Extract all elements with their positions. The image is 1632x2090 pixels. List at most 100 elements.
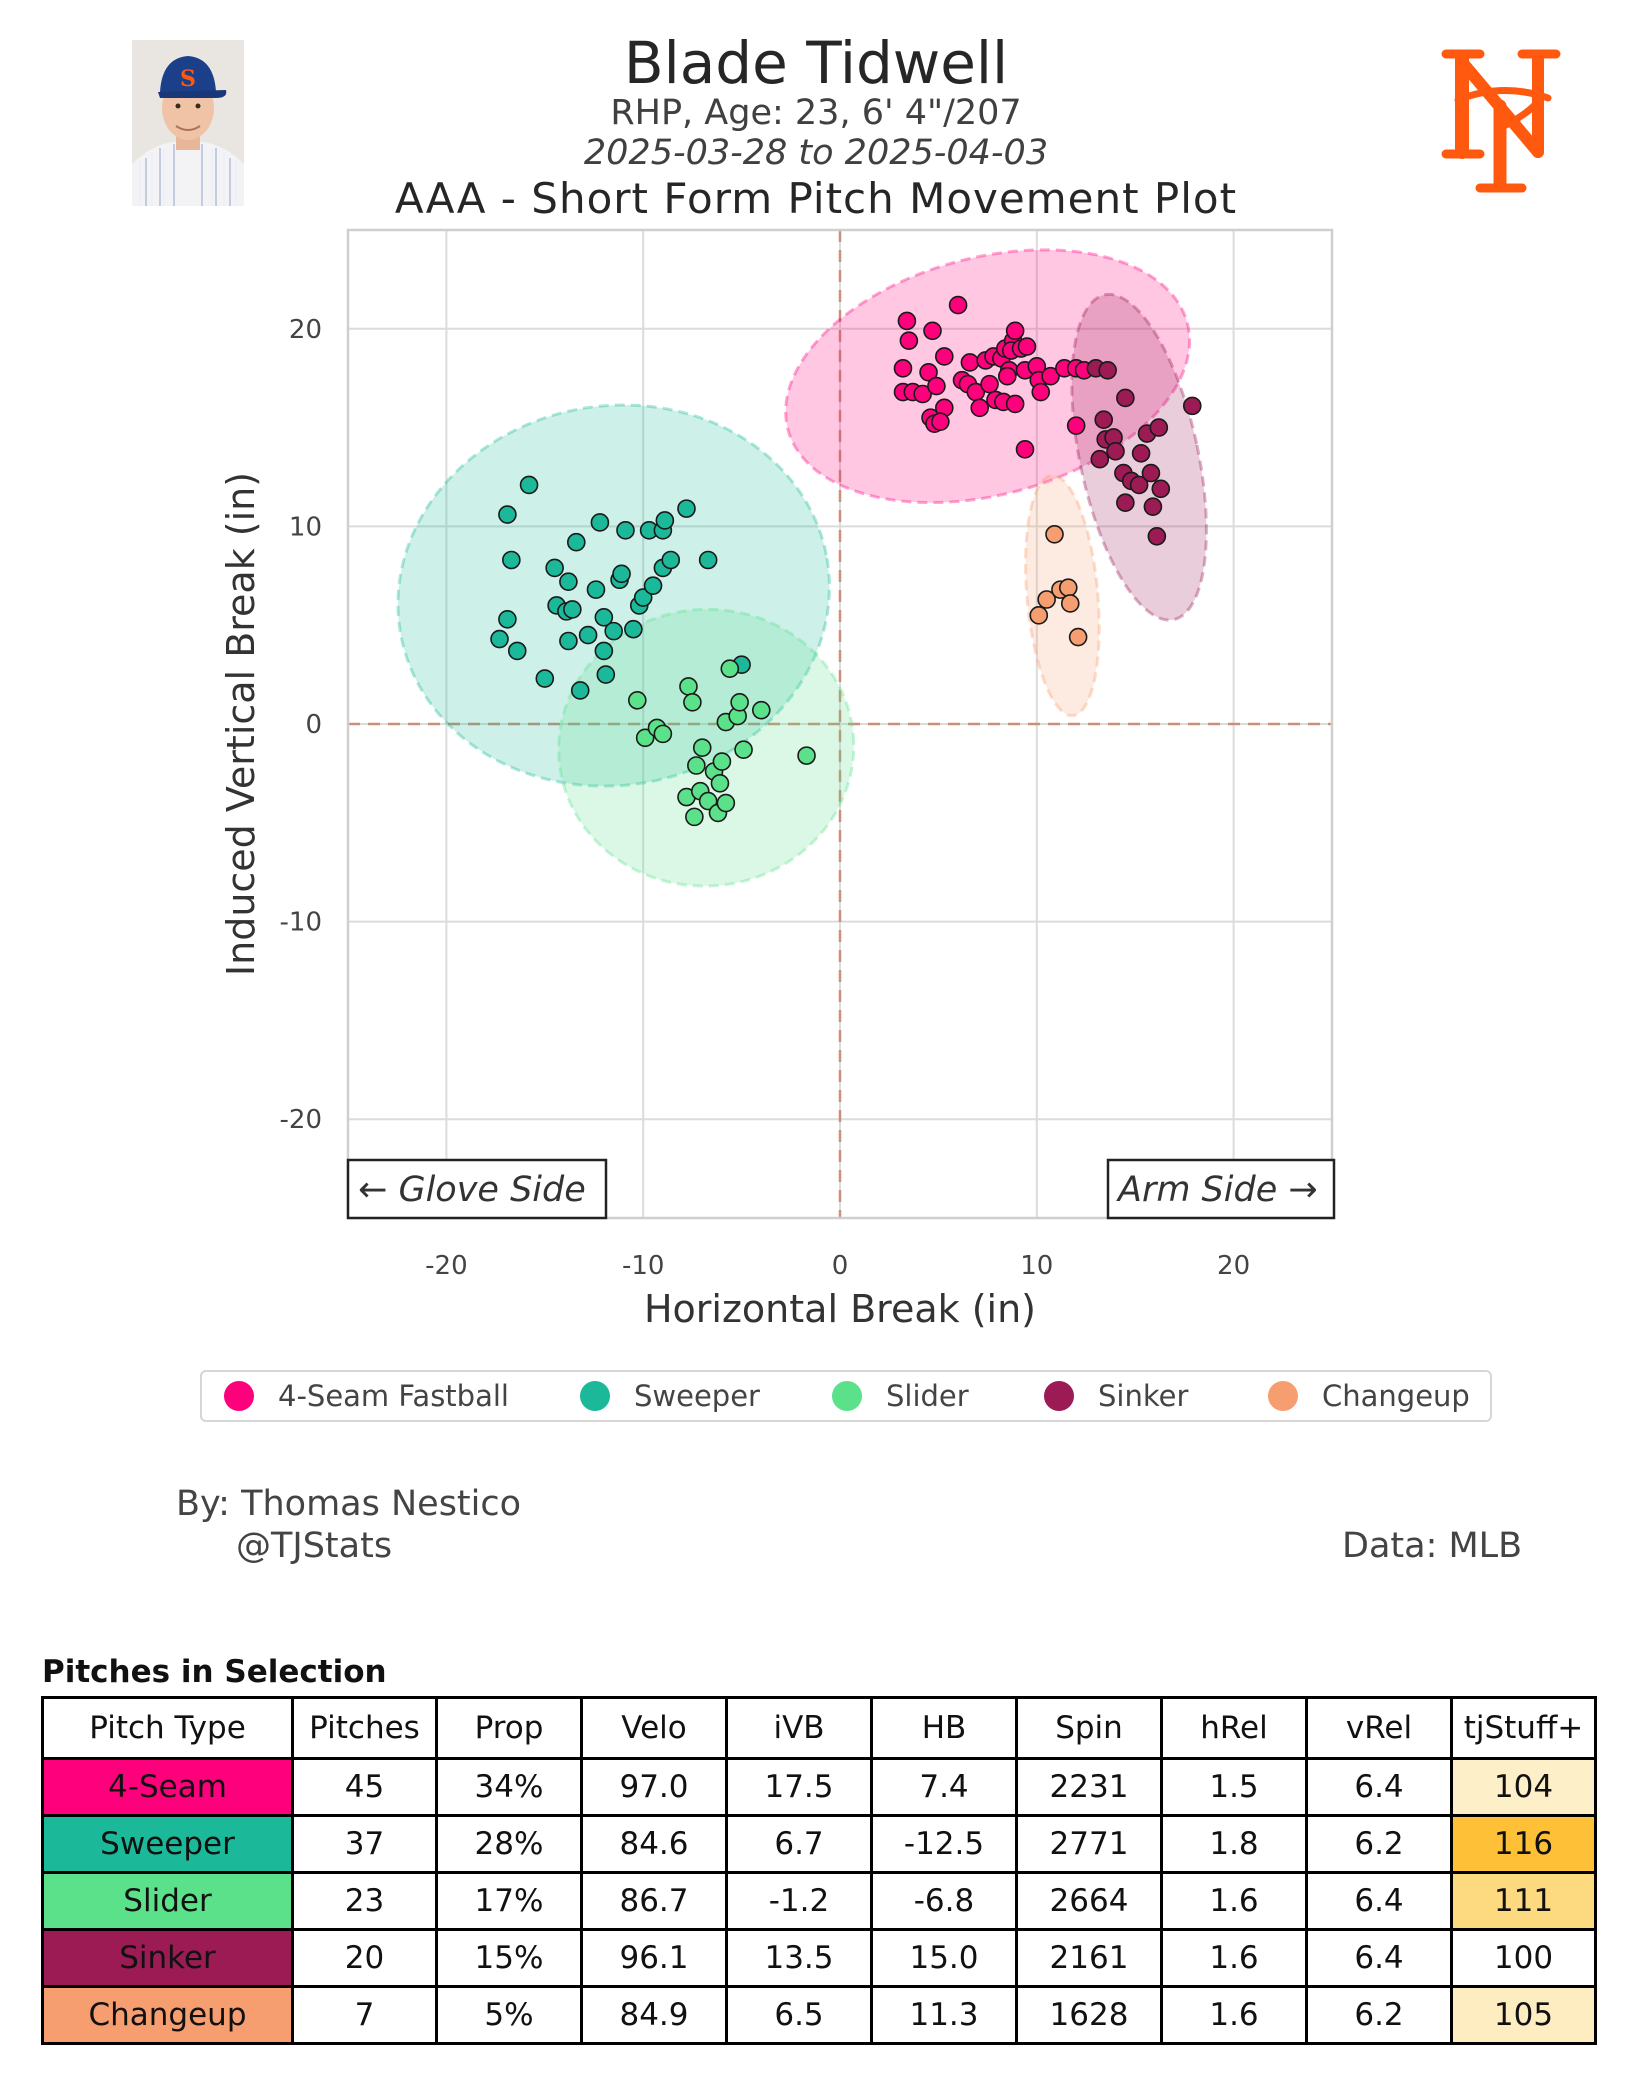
data-point [931, 412, 950, 431]
table-row: 4-Seam 45 34% 97.0 17.5 7.4 2231 1.5 6.4 104 [41, 1757, 1597, 1817]
data-point [1149, 418, 1169, 437]
prop-cell: 5% [435, 1985, 583, 2045]
data-point [643, 576, 663, 595]
header-ivb: iVB [725, 1696, 873, 1760]
ivb-cell: 6.7 [725, 1814, 873, 1874]
data-point [1090, 449, 1110, 469]
data-point [1151, 479, 1171, 499]
data-point [635, 728, 655, 748]
tjstuff-cell: 111 [1450, 1871, 1597, 1931]
data-point [692, 738, 712, 758]
data-point [578, 625, 598, 645]
data-point [679, 677, 698, 696]
data-point [1017, 337, 1037, 356]
data-point [1147, 526, 1167, 546]
glove-side-label: ← Glove Side [358, 1170, 586, 1210]
pitch-type-cell: 4-Seam [41, 1757, 294, 1817]
x-tick-label: -20 [425, 1251, 467, 1281]
data-point [616, 521, 635, 540]
legend-item: Slider [832, 1372, 969, 1420]
ivb-cell: 17.5 [725, 1757, 873, 1817]
mets-ny-logo-icon [1440, 40, 1564, 202]
data-point [897, 311, 917, 331]
legend-label: Sinker [1098, 1379, 1189, 1413]
pitch-type-cell: Sweeper [41, 1814, 294, 1874]
player-name: Blade Tidwell [623, 29, 1009, 97]
prop-cell: 34% [435, 1757, 583, 1817]
data-point [507, 641, 527, 661]
x-tick-label: -10 [622, 1251, 664, 1281]
data-point [1131, 443, 1151, 463]
chart-points [490, 295, 1202, 827]
data-point [712, 752, 732, 771]
data-point [624, 619, 643, 639]
data-point [1094, 410, 1114, 429]
data-point [1129, 475, 1149, 495]
data-point [683, 692, 702, 712]
legend-marker [1044, 1381, 1074, 1411]
plot-frame [346, 228, 1334, 1220]
plot-title: AAA - Short Form Pitch Movement Plot [394, 174, 1238, 223]
data-point [980, 374, 999, 394]
credit-handle: @TJStats [236, 1526, 393, 1566]
table-row: Sweeper 37 28% 84.6 6.7 -12.5 2771 1.8 6.2 116 [41, 1814, 1597, 1874]
data-point [661, 550, 681, 570]
velo-cell: 96.1 [580, 1928, 728, 1988]
y-tick-label: 20 [289, 315, 322, 345]
data-point [923, 321, 942, 341]
data-point [633, 588, 653, 607]
prop-cell: 28% [435, 1814, 583, 1874]
data-point [590, 513, 610, 532]
credit-author: By: Thomas Nestico [176, 1484, 522, 1524]
date-range: 2025-03-28 to 2025-04-03 [583, 133, 1049, 173]
data-point [498, 505, 517, 524]
pitch-table: Pitch Type Pitches Prop Velo iVB HB Spin… [41, 1696, 1597, 2045]
legend-item: Changeup [1268, 1372, 1470, 1420]
data-point [677, 499, 696, 518]
data-point [570, 681, 590, 700]
table-row: Slider 23 17% 86.7 -1.2 -6.8 2664 1.6 6.4 111 [41, 1871, 1597, 1931]
data-point [1098, 360, 1117, 380]
spin-cell: 2161 [1015, 1928, 1163, 1988]
x-tick-label: 20 [1217, 1251, 1250, 1281]
legend-item: 4-Seam Fastball [224, 1372, 509, 1420]
legend-item: Sinker [1044, 1372, 1188, 1420]
x-axis-label: Horizontal Break (in) [644, 1287, 1036, 1331]
data-point [502, 550, 521, 570]
spin-cell: 2664 [1015, 1871, 1163, 1931]
data-point [935, 347, 954, 366]
velo-cell: 84.9 [580, 1985, 728, 2045]
hrel-cell: 1.6 [1160, 1985, 1308, 2045]
data-point [490, 629, 509, 649]
arm-side-label: Arm Side → [1116, 1170, 1318, 1210]
data-point [716, 793, 736, 813]
chart-grid [348, 230, 1332, 1218]
glove-side-box [346, 1158, 608, 1220]
spin-cell: 2231 [1015, 1757, 1163, 1817]
vrel-cell: 6.4 [1305, 1757, 1453, 1817]
header-hrel: hRel [1160, 1696, 1308, 1760]
hrel-cell: 1.6 [1160, 1928, 1308, 1988]
ivb-cell: -1.2 [725, 1871, 873, 1931]
legend-marker [580, 1381, 610, 1411]
chart-ellipses [396, 248, 1208, 888]
data-point [594, 607, 614, 627]
data-point [970, 398, 990, 418]
table-header-row: Pitch Type Pitches Prop Velo iVB HB Spin… [41, 1696, 1597, 1760]
data-point [566, 532, 586, 552]
data-point [710, 773, 730, 793]
credit-source: Data: MLB [1342, 1526, 1523, 1566]
data-point [734, 740, 753, 759]
data-point [594, 641, 614, 661]
data-point [913, 384, 932, 404]
prop-cell: 15% [435, 1928, 583, 1988]
data-point [927, 376, 946, 396]
y-tick-label: -20 [280, 1105, 322, 1135]
velo-cell: 84.6 [580, 1814, 728, 1874]
data-point [653, 724, 673, 744]
x-tick-label: 0 [832, 1251, 849, 1281]
data-point [655, 511, 675, 530]
tjstuff-cell: 105 [1450, 1985, 1597, 2045]
tjstuff-cell: 116 [1450, 1814, 1597, 1874]
arm-side-box [1106, 1158, 1336, 1220]
